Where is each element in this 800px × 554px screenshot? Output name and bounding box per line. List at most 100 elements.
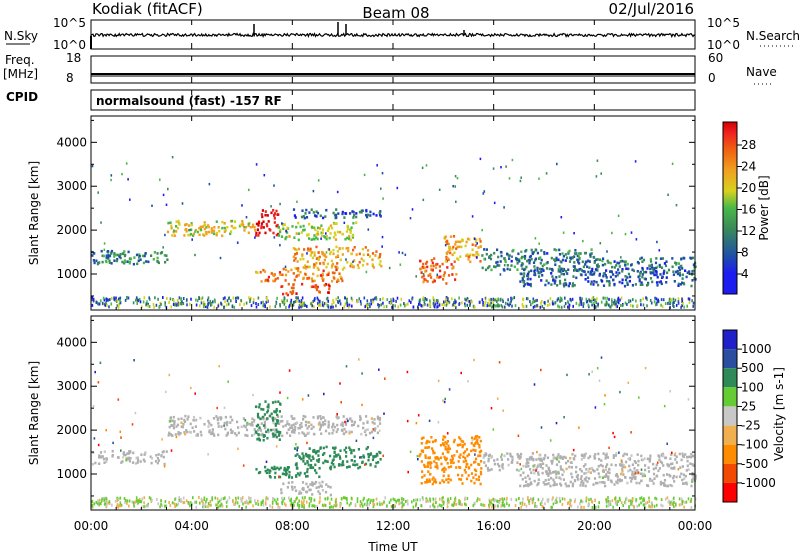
velocity-cell [329,454,332,458]
power-cell [361,247,364,251]
power-cell [560,267,563,271]
power-cell [677,282,680,286]
power-cell [97,302,100,306]
power-cell [487,302,490,306]
power-cell [361,209,364,212]
velocity-cell [528,501,530,505]
velocity-cell [678,452,681,456]
power-cell [260,222,264,225]
velocity-cell [605,473,608,476]
velocity-cell [132,501,135,505]
power-cell [426,298,428,302]
velocity-cell [429,463,432,466]
velocity-cell [653,477,656,480]
velocity-cell [255,430,258,434]
velocity-cell [274,430,277,434]
velocity-cell [126,452,129,455]
velocity-cell [319,425,322,429]
velocity-region [280,480,332,497]
power-cell [171,234,174,237]
power-cell [556,162,558,166]
velocity-cell [361,461,364,464]
power-cell [471,215,474,218]
velocity-cell [458,477,461,481]
velocity-cell [168,501,170,504]
power-cell [300,215,304,219]
velocity-cell [623,465,627,469]
power-cell [626,276,629,279]
velocity-cell [260,501,263,505]
velocity-cell [256,437,259,441]
power-cell [290,302,293,305]
velocity-cell [267,497,269,501]
velocity-cell [687,455,691,459]
velocity-cell [369,501,371,505]
power-cell [500,254,503,258]
power-cell [594,305,597,309]
velocity-cell [183,501,186,504]
velocity-cell [559,455,562,458]
power-cell [282,227,285,231]
power-cell [631,268,634,272]
power-cell [301,296,304,300]
velocity-cell [431,482,434,486]
velocity-cell [259,428,262,431]
velocity-cell [345,455,348,458]
velocity-cell [478,436,481,439]
power-cell [461,301,463,305]
power-cell [104,303,107,307]
velocity-cell [690,499,692,503]
velocity-cell [182,501,185,505]
power-cell [200,301,203,305]
velocity-cell [350,501,352,505]
velocity-cell [590,466,593,470]
power-cell [423,300,426,304]
velocity-cell [670,466,673,470]
velocity-cell [311,504,313,508]
power-cell [108,259,111,263]
velocity-cell [536,450,538,454]
power-cell [557,270,560,273]
velocity-cell [474,460,477,464]
power-cell [504,260,507,264]
velocity-cell [311,493,314,496]
velocity-cell [362,504,364,508]
velocity-cell [433,460,436,463]
velocity-cell [276,497,279,501]
velocity-cell [598,457,601,461]
power-cell [366,304,368,308]
power-cell [419,298,421,302]
velocity-cell [308,454,311,457]
velocity-ylabel: Slant Range [km] [27,361,41,465]
power-cell [441,262,444,266]
velocity-cell [299,491,302,495]
velocity-cell [336,428,339,431]
velocity-cell [585,471,588,475]
power-cell [382,297,384,301]
velocity-cell [189,504,191,508]
power-cell [380,187,382,190]
velocity-cell [236,501,239,505]
power-cell [317,298,320,302]
velocity-cell [552,457,555,460]
velocity-cell [577,505,579,509]
velocity-cell [201,499,203,503]
velocity-cell [423,465,426,469]
velocity-cell [119,501,122,505]
power-cell [443,300,445,304]
power-cell [614,275,617,278]
power-cell [672,304,674,307]
power-cell [346,236,349,240]
velocity-cell [678,497,681,501]
velocity-cell [131,461,135,464]
velocity-cell [272,467,275,471]
power-cell [655,266,658,270]
power-cell [207,230,210,234]
power-cell [451,247,454,251]
power-cell [215,233,218,237]
power-cell [116,299,119,303]
velocity-cell [511,458,514,462]
velocity-cell [574,498,577,502]
power-cell [593,261,596,264]
power-cell [283,302,286,306]
